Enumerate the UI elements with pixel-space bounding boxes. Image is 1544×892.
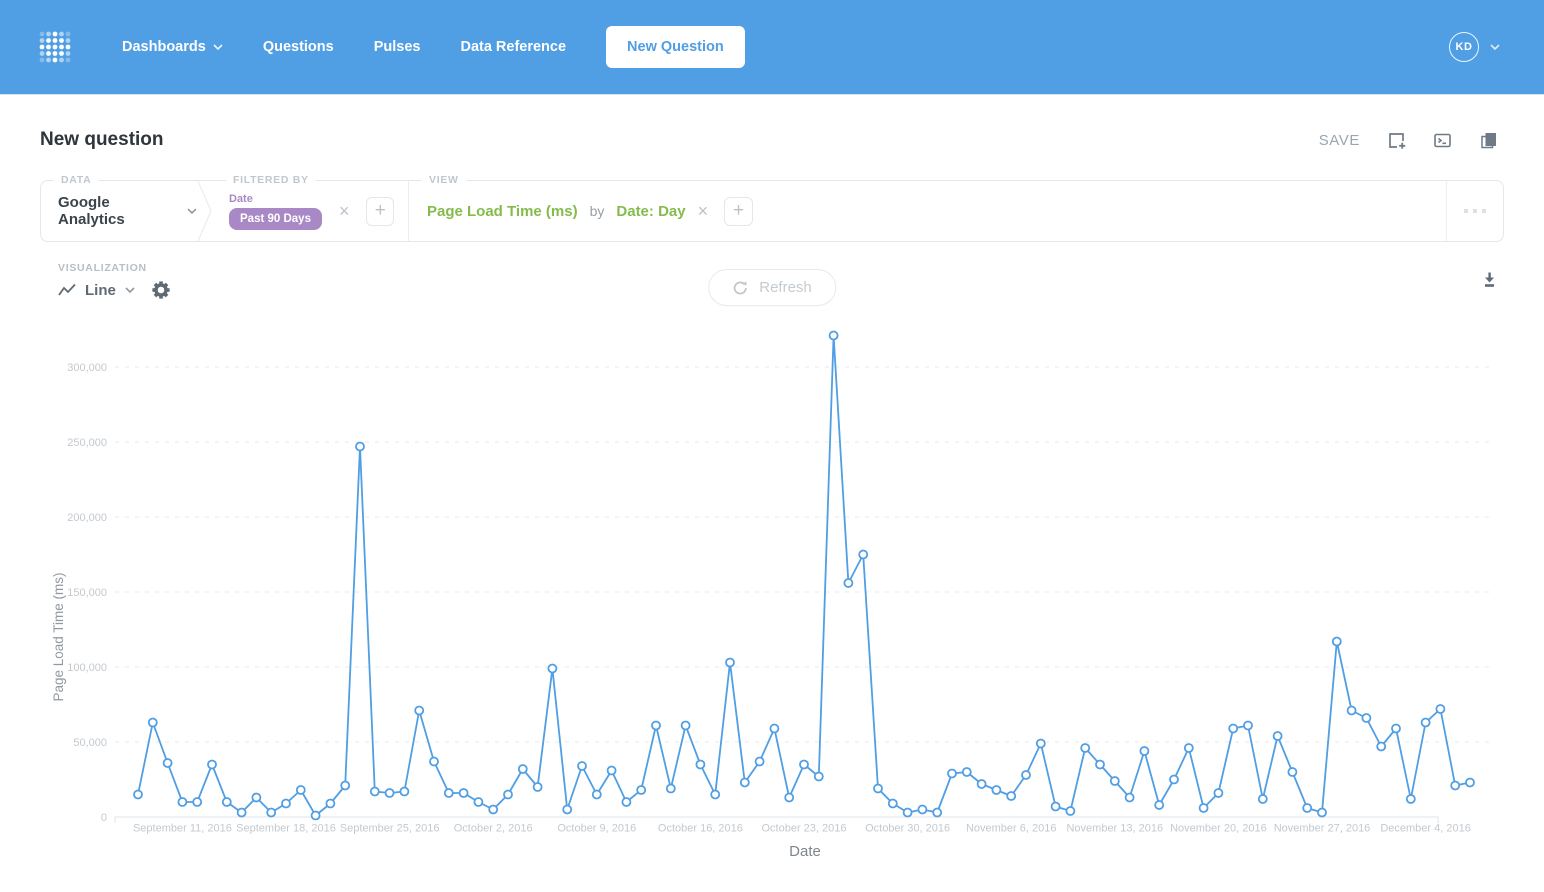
filter-section-label: FILTERED BY <box>226 174 316 186</box>
save-button[interactable]: SAVE <box>1318 131 1360 149</box>
line-chart[interactable]: 0 50,000 100,000 150,000 200,000 250,000 300,0… <box>0 314 1544 862</box>
nav-item-dashboards-label: Dashboards <box>122 39 206 55</box>
native-query-icon[interactable] <box>1433 131 1452 150</box>
nav-item-questions-label: Questions <box>262 39 334 55</box>
chevron-down-icon <box>213 43 223 50</box>
visualization-bar: VISUALIZATION Line Refresh <box>40 262 1504 314</box>
svg-text:250,000: 250,000 <box>67 437 107 449</box>
svg-text:December 4, 2016: December 4, 2016 <box>1380 823 1471 835</box>
svg-text:150,000: 150,000 <box>67 587 107 599</box>
svg-text:October 30, 2016: October 30, 2016 <box>865 823 950 835</box>
filter-widget: Date Past 90 Days <box>229 193 322 230</box>
filter-value-pill[interactable]: Past 90 Days <box>229 207 322 230</box>
breakout-token[interactable]: Date: Day <box>616 202 686 220</box>
visualization-section-label: VISUALIZATION <box>58 262 147 274</box>
data-section-label: DATA <box>54 174 99 186</box>
chevron-down-icon[interactable] <box>1490 43 1500 51</box>
svg-text:October 16, 2016: October 16, 2016 <box>658 823 743 835</box>
chevron-down-icon <box>187 207 197 214</box>
visualization-picker-area: VISUALIZATION Line <box>58 262 170 299</box>
svg-text:November 13, 2016: November 13, 2016 <box>1066 823 1163 835</box>
new-question-button[interactable]: New Question <box>606 26 745 68</box>
svg-text:Date: Date <box>789 843 821 860</box>
svg-text:October 2, 2016: October 2, 2016 <box>454 823 533 835</box>
svg-text:October 23, 2016: October 23, 2016 <box>761 823 846 835</box>
svg-text:200,000: 200,000 <box>67 512 107 524</box>
refresh-button[interactable]: Refresh <box>708 269 836 306</box>
settings-gear-icon[interactable] <box>152 281 170 299</box>
add-to-dashboard-icon[interactable] <box>1387 131 1406 150</box>
nav-item-pulses[interactable]: Pulses <box>374 39 421 55</box>
svg-text:100,000: 100,000 <box>67 662 107 674</box>
nav-item-data-reference-label: Data Reference <box>460 39 567 55</box>
ellipsis-icon <box>1464 209 1468 213</box>
data-section: DATA Google Analytics <box>41 174 197 241</box>
visualization-type-picker[interactable]: Line <box>58 281 170 299</box>
svg-text:October 9, 2016: October 9, 2016 <box>557 823 636 835</box>
query-builder-card: DATA Google Analytics FILTERED BY Date P… <box>40 174 1504 242</box>
svg-text:0: 0 <box>101 812 107 824</box>
svg-text:September 25, 2016: September 25, 2016 <box>340 823 440 835</box>
nav-item-pulses-label: Pulses <box>373 39 421 55</box>
filter-field-name: Date <box>229 192 253 205</box>
download-icon[interactable] <box>1481 271 1498 289</box>
view-section-label: VIEW <box>422 174 466 186</box>
svg-text:September 18, 2016: September 18, 2016 <box>236 823 336 835</box>
aggregation-token[interactable]: Page Load Time (ms) <box>427 202 578 220</box>
svg-text:50,000: 50,000 <box>73 737 107 749</box>
svg-text:300,000: 300,000 <box>67 362 107 374</box>
refresh-label: Refresh <box>759 279 812 296</box>
line-chart-icon <box>58 283 76 296</box>
data-source-picker[interactable]: Google Analytics <box>58 194 197 228</box>
avatar[interactable]: KD <box>1449 32 1479 62</box>
nav-item-questions[interactable]: Questions <box>263 39 334 55</box>
svg-text:November 6, 2016: November 6, 2016 <box>966 823 1057 835</box>
section-arrow-divider <box>197 181 212 241</box>
top-nav: Dashboards Questions Pulses Data Referen… <box>0 0 1544 95</box>
chart-area: 0 50,000 100,000 150,000 200,000 250,000 300,0… <box>0 314 1544 862</box>
data-source-name: Google Analytics <box>58 194 125 228</box>
chevron-down-icon <box>125 286 135 293</box>
data-panel-icon[interactable] <box>1479 131 1498 150</box>
nav-item-dashboards[interactable]: Dashboards <box>122 39 223 55</box>
remove-breakout-icon[interactable]: × <box>697 201 709 221</box>
more-options-button[interactable] <box>1446 181 1503 241</box>
page-title: New question <box>40 129 164 150</box>
query-builder: DATA Google Analytics FILTERED BY Date P… <box>40 174 1504 242</box>
visualization-type-label: Line <box>85 281 116 299</box>
svg-text:November 27, 2016: November 27, 2016 <box>1274 823 1371 835</box>
add-filter-button[interactable]: + <box>366 196 394 226</box>
add-breakout-button[interactable]: + <box>724 196 754 226</box>
svg-text:Page Load Time (ms): Page Load Time (ms) <box>51 572 66 701</box>
view-section: VIEW Page Load Time (ms) by Date: Day × … <box>409 174 1446 241</box>
header-actions: SAVE <box>1319 131 1498 150</box>
svg-text:September 11, 2016: September 11, 2016 <box>133 823 232 835</box>
filter-section: FILTERED BY Date Past 90 Days × + <box>213 174 409 241</box>
remove-filter-icon[interactable]: × <box>338 201 350 221</box>
question-header: New question SAVE <box>0 95 1544 152</box>
by-label: by <box>589 203 605 219</box>
metabase-logo-icon[interactable] <box>38 30 72 64</box>
nav-user-area: KD <box>1449 32 1500 62</box>
refresh-icon <box>733 280 747 294</box>
nav-links: Dashboards Questions Pulses Data Referen… <box>122 39 566 55</box>
nav-item-data-reference[interactable]: Data Reference <box>460 39 566 55</box>
svg-text:November 20, 2016: November 20, 2016 <box>1170 823 1267 835</box>
